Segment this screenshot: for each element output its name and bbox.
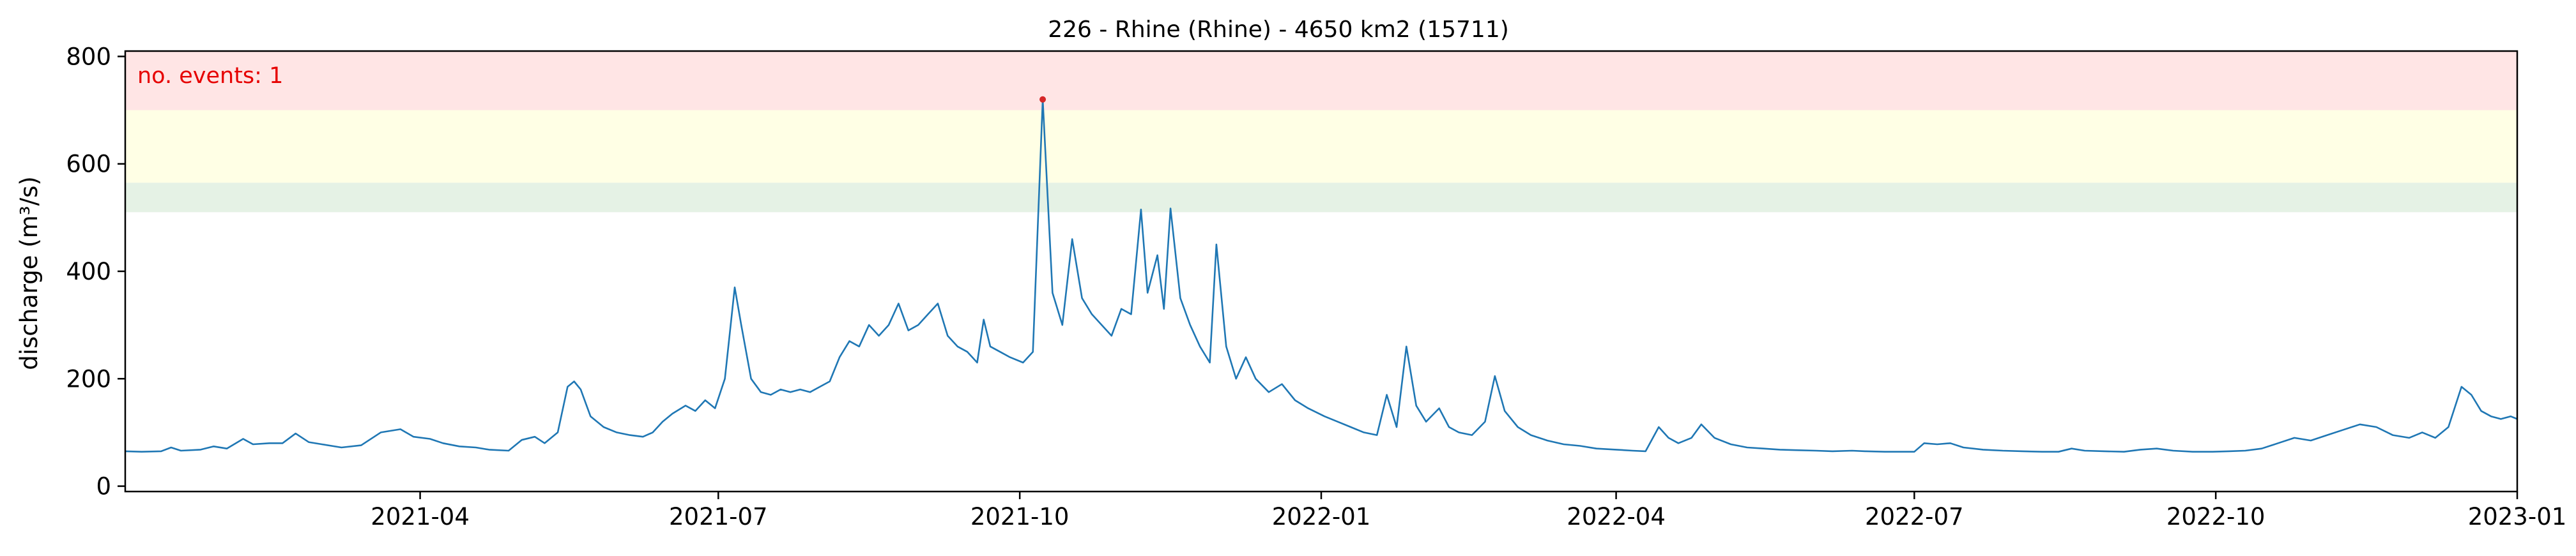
threshold-band-1 xyxy=(125,183,2517,213)
plot-frame xyxy=(124,50,2518,493)
chart-title: 226 - Rhine (Rhine) - 4650 km2 (15711) xyxy=(1048,17,1509,43)
x-tick-label: 2022-04 xyxy=(1567,503,1666,530)
x-tick-label: 2022-01 xyxy=(1272,503,1371,530)
x-tick-label: 2023-01 xyxy=(2468,503,2567,530)
threshold-band-3 xyxy=(125,51,2517,110)
y-tick-label: 400 xyxy=(66,258,111,285)
y-tick-label: 800 xyxy=(66,43,111,70)
events-annotation: no. events: 1 xyxy=(137,63,283,89)
x-axis-ticks: 2021-04 2021-07 2021-10 2022-01 2022-04 2022-… xyxy=(371,492,2566,530)
series-layer xyxy=(125,98,2518,453)
x-tick-label: 2022-10 xyxy=(2166,503,2266,530)
discharge-line xyxy=(125,98,2518,453)
x-tick-label: 2021-07 xyxy=(669,503,768,530)
y-tick-label: 200 xyxy=(66,365,111,393)
x-tick-label: 2021-04 xyxy=(371,503,470,530)
y-tick-label: 600 xyxy=(66,151,111,178)
event-markers xyxy=(1039,96,1046,103)
threshold-band-2 xyxy=(125,110,2517,183)
x-tick-label: 2021-10 xyxy=(970,503,1070,530)
event-marker xyxy=(1039,96,1046,103)
y-axis-label: discharge (m³/s) xyxy=(15,176,43,370)
threshold-bands xyxy=(125,51,2517,213)
y-axis-ticks: 0 200 400 600 800 xyxy=(66,43,125,500)
y-tick-label: 0 xyxy=(96,473,111,500)
x-tick-label: 2022-07 xyxy=(1865,503,1964,530)
